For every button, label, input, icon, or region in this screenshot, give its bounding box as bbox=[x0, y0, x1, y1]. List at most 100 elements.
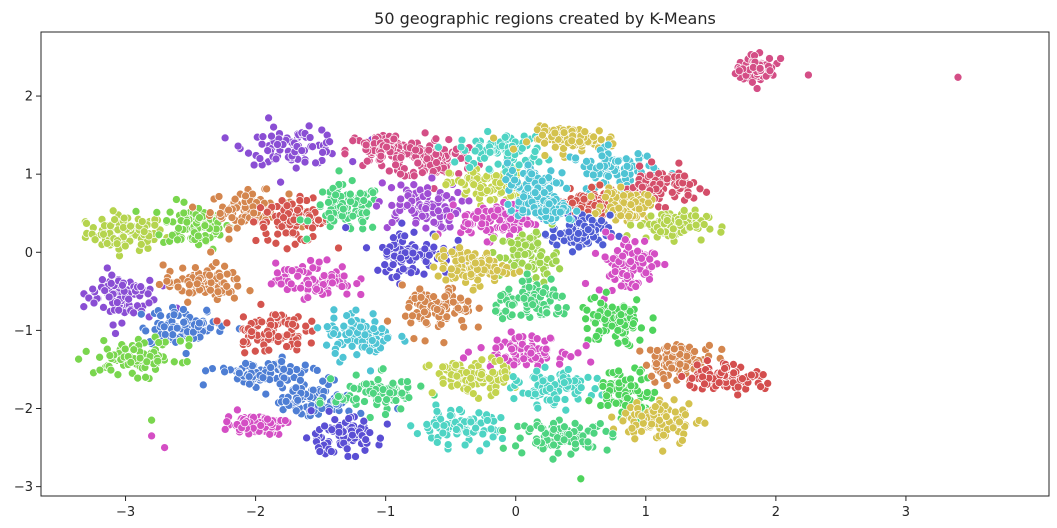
data-point bbox=[110, 215, 119, 224]
data-point bbox=[174, 223, 183, 233]
data-point bbox=[234, 368, 244, 378]
data-point bbox=[258, 132, 268, 142]
data-point bbox=[418, 168, 427, 177]
data-point bbox=[154, 338, 164, 347]
data-point bbox=[448, 200, 458, 210]
data-point bbox=[327, 425, 337, 435]
data-point bbox=[378, 364, 388, 374]
data-point bbox=[136, 282, 146, 292]
data-point bbox=[635, 367, 645, 377]
data-point bbox=[129, 308, 138, 318]
data-point bbox=[347, 341, 357, 351]
data-point bbox=[656, 227, 665, 237]
data-point bbox=[290, 239, 300, 249]
data-point bbox=[240, 418, 250, 428]
data-point bbox=[546, 274, 556, 284]
data-point bbox=[498, 426, 507, 435]
data-point bbox=[522, 137, 531, 147]
data-point bbox=[631, 282, 641, 291]
data-point bbox=[580, 127, 590, 137]
x-tick-label: 1 bbox=[642, 505, 650, 520]
data-point bbox=[581, 341, 591, 350]
data-point bbox=[620, 235, 630, 244]
data-point bbox=[274, 332, 283, 341]
data-point bbox=[400, 231, 410, 241]
data-point bbox=[438, 378, 448, 388]
data-point bbox=[455, 243, 464, 253]
data-point bbox=[503, 200, 513, 209]
data-point bbox=[611, 398, 621, 408]
data-point bbox=[532, 366, 542, 376]
data-point bbox=[220, 133, 230, 143]
data-point bbox=[738, 374, 747, 384]
data-point bbox=[291, 163, 301, 173]
data-point bbox=[108, 206, 118, 216]
data-point bbox=[758, 370, 768, 380]
data-point bbox=[152, 208, 162, 217]
data-point bbox=[361, 140, 371, 150]
data-point bbox=[660, 260, 670, 269]
data-point bbox=[420, 336, 430, 346]
data-point bbox=[483, 127, 493, 136]
data-point bbox=[515, 433, 525, 443]
data-point bbox=[616, 281, 626, 291]
data-point bbox=[409, 171, 419, 181]
data-point bbox=[193, 231, 203, 241]
data-point bbox=[605, 210, 615, 220]
data-point bbox=[137, 217, 147, 226]
data-point bbox=[582, 305, 592, 315]
data-point bbox=[249, 160, 259, 170]
data-point bbox=[201, 236, 211, 246]
data-point bbox=[322, 340, 331, 350]
data-point bbox=[441, 275, 451, 285]
data-point bbox=[355, 188, 365, 198]
data-point bbox=[699, 220, 709, 229]
data-point bbox=[482, 186, 492, 195]
data-point bbox=[553, 303, 563, 312]
data-point bbox=[362, 208, 371, 217]
data-point bbox=[624, 211, 634, 221]
data-point bbox=[582, 324, 592, 333]
data-point bbox=[318, 376, 328, 386]
data-point bbox=[415, 284, 425, 294]
data-point bbox=[339, 321, 349, 331]
data-point bbox=[314, 215, 323, 225]
data-point bbox=[205, 270, 214, 280]
data-point bbox=[633, 149, 643, 159]
data-point bbox=[282, 342, 291, 351]
data-point bbox=[508, 372, 518, 382]
data-point bbox=[705, 341, 714, 350]
data-point bbox=[224, 225, 234, 234]
data-point bbox=[596, 401, 606, 410]
data-point bbox=[145, 276, 155, 285]
data-point bbox=[509, 394, 519, 403]
data-point bbox=[488, 432, 498, 442]
data-point-outlier bbox=[82, 219, 91, 228]
data-point bbox=[613, 338, 623, 348]
data-point bbox=[470, 146, 480, 156]
data-point bbox=[523, 183, 533, 193]
data-point bbox=[587, 182, 597, 192]
data-point bbox=[475, 446, 485, 456]
data-point bbox=[220, 425, 230, 434]
data-point bbox=[491, 306, 500, 316]
data-point bbox=[602, 391, 612, 401]
data-point bbox=[368, 222, 377, 232]
data-point bbox=[342, 444, 352, 454]
data-point bbox=[636, 221, 645, 230]
data-point bbox=[308, 263, 318, 273]
data-point bbox=[391, 160, 400, 170]
data-point bbox=[466, 373, 476, 383]
data-point bbox=[406, 268, 416, 278]
data-point bbox=[308, 142, 317, 152]
data-point bbox=[318, 187, 327, 197]
data-point bbox=[351, 370, 361, 380]
data-point bbox=[356, 290, 366, 299]
data-point bbox=[267, 131, 276, 141]
data-point bbox=[344, 328, 354, 338]
data-point bbox=[271, 310, 280, 320]
data-point bbox=[188, 202, 197, 212]
data-point bbox=[652, 346, 662, 355]
data-point bbox=[416, 381, 426, 391]
data-point bbox=[359, 196, 369, 205]
